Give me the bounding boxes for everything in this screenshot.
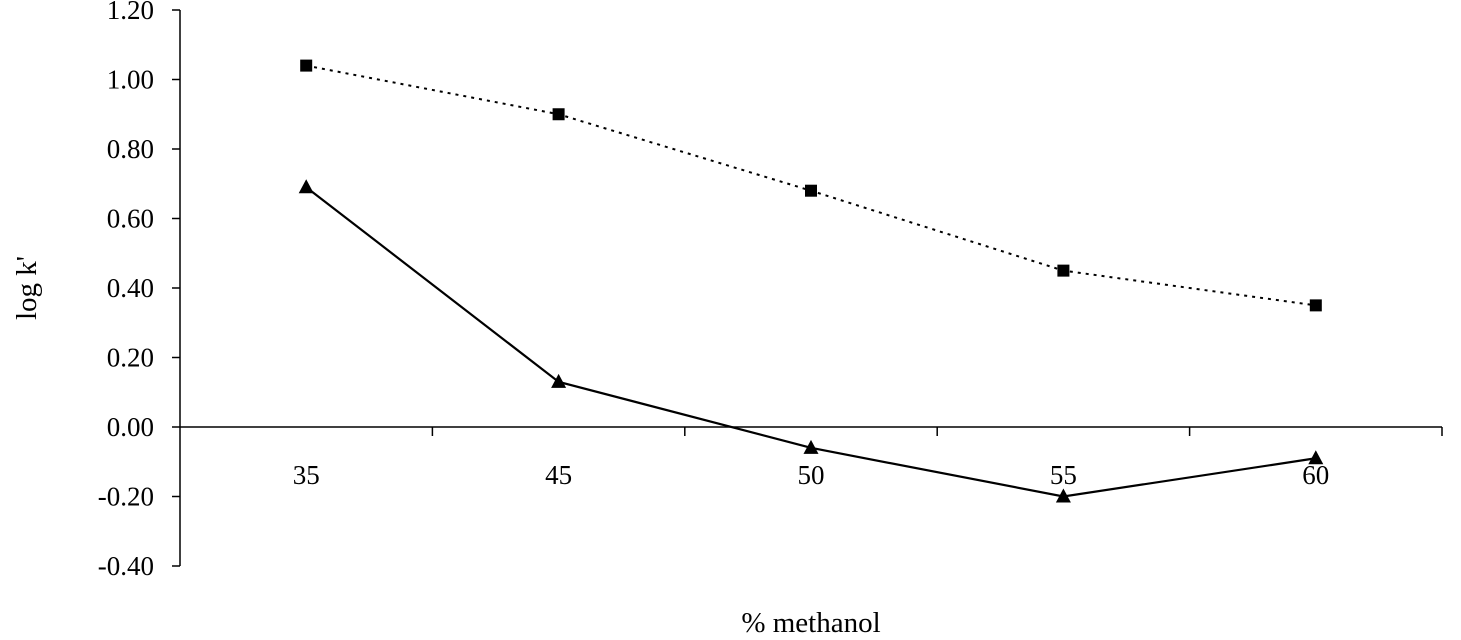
y-tick-label: -0.40 xyxy=(98,551,154,581)
x-tick-label: 45 xyxy=(545,460,572,490)
data-point-square xyxy=(552,108,565,121)
data-point-triangle xyxy=(298,179,314,194)
x-axis-title: % methanol xyxy=(741,607,880,639)
y-tick-label: 1.00 xyxy=(107,65,154,95)
y-tick-label: 0.60 xyxy=(107,204,154,234)
data-point-square xyxy=(300,59,313,72)
axes xyxy=(172,9,1443,567)
y-tick-label: 1.20 xyxy=(107,0,154,25)
y-tick-label: 0.00 xyxy=(107,412,154,442)
data-point-square xyxy=(805,184,817,197)
data-point-triangle xyxy=(803,439,819,454)
data-point-square xyxy=(1057,264,1070,277)
y-tick-label: 0.20 xyxy=(107,343,154,373)
x-tick-label: 60 xyxy=(1302,460,1329,490)
tick-labels: -0.40 -0.20 0.00 0.20 0.40 0.60 0.80 1.00 1.20 35… xyxy=(98,0,1330,581)
data-point-triangle xyxy=(1055,488,1071,503)
data-point-triangle xyxy=(1308,450,1324,465)
y-tick-label: 0.40 xyxy=(107,273,154,303)
x-tick-label: 50 xyxy=(798,460,825,490)
series-2 xyxy=(298,179,1324,503)
data-point-triangle xyxy=(551,373,567,388)
y-axis-title: log k' xyxy=(11,256,43,320)
y-tick-label: -0.20 xyxy=(98,482,154,512)
x-tick-label: 35 xyxy=(293,460,320,490)
series-1 xyxy=(300,59,1322,312)
y-tick-label: 0.80 xyxy=(107,134,154,164)
series-group xyxy=(298,59,1324,503)
data-point-square xyxy=(1309,299,1322,312)
x-tick-label: 55 xyxy=(1050,460,1077,490)
